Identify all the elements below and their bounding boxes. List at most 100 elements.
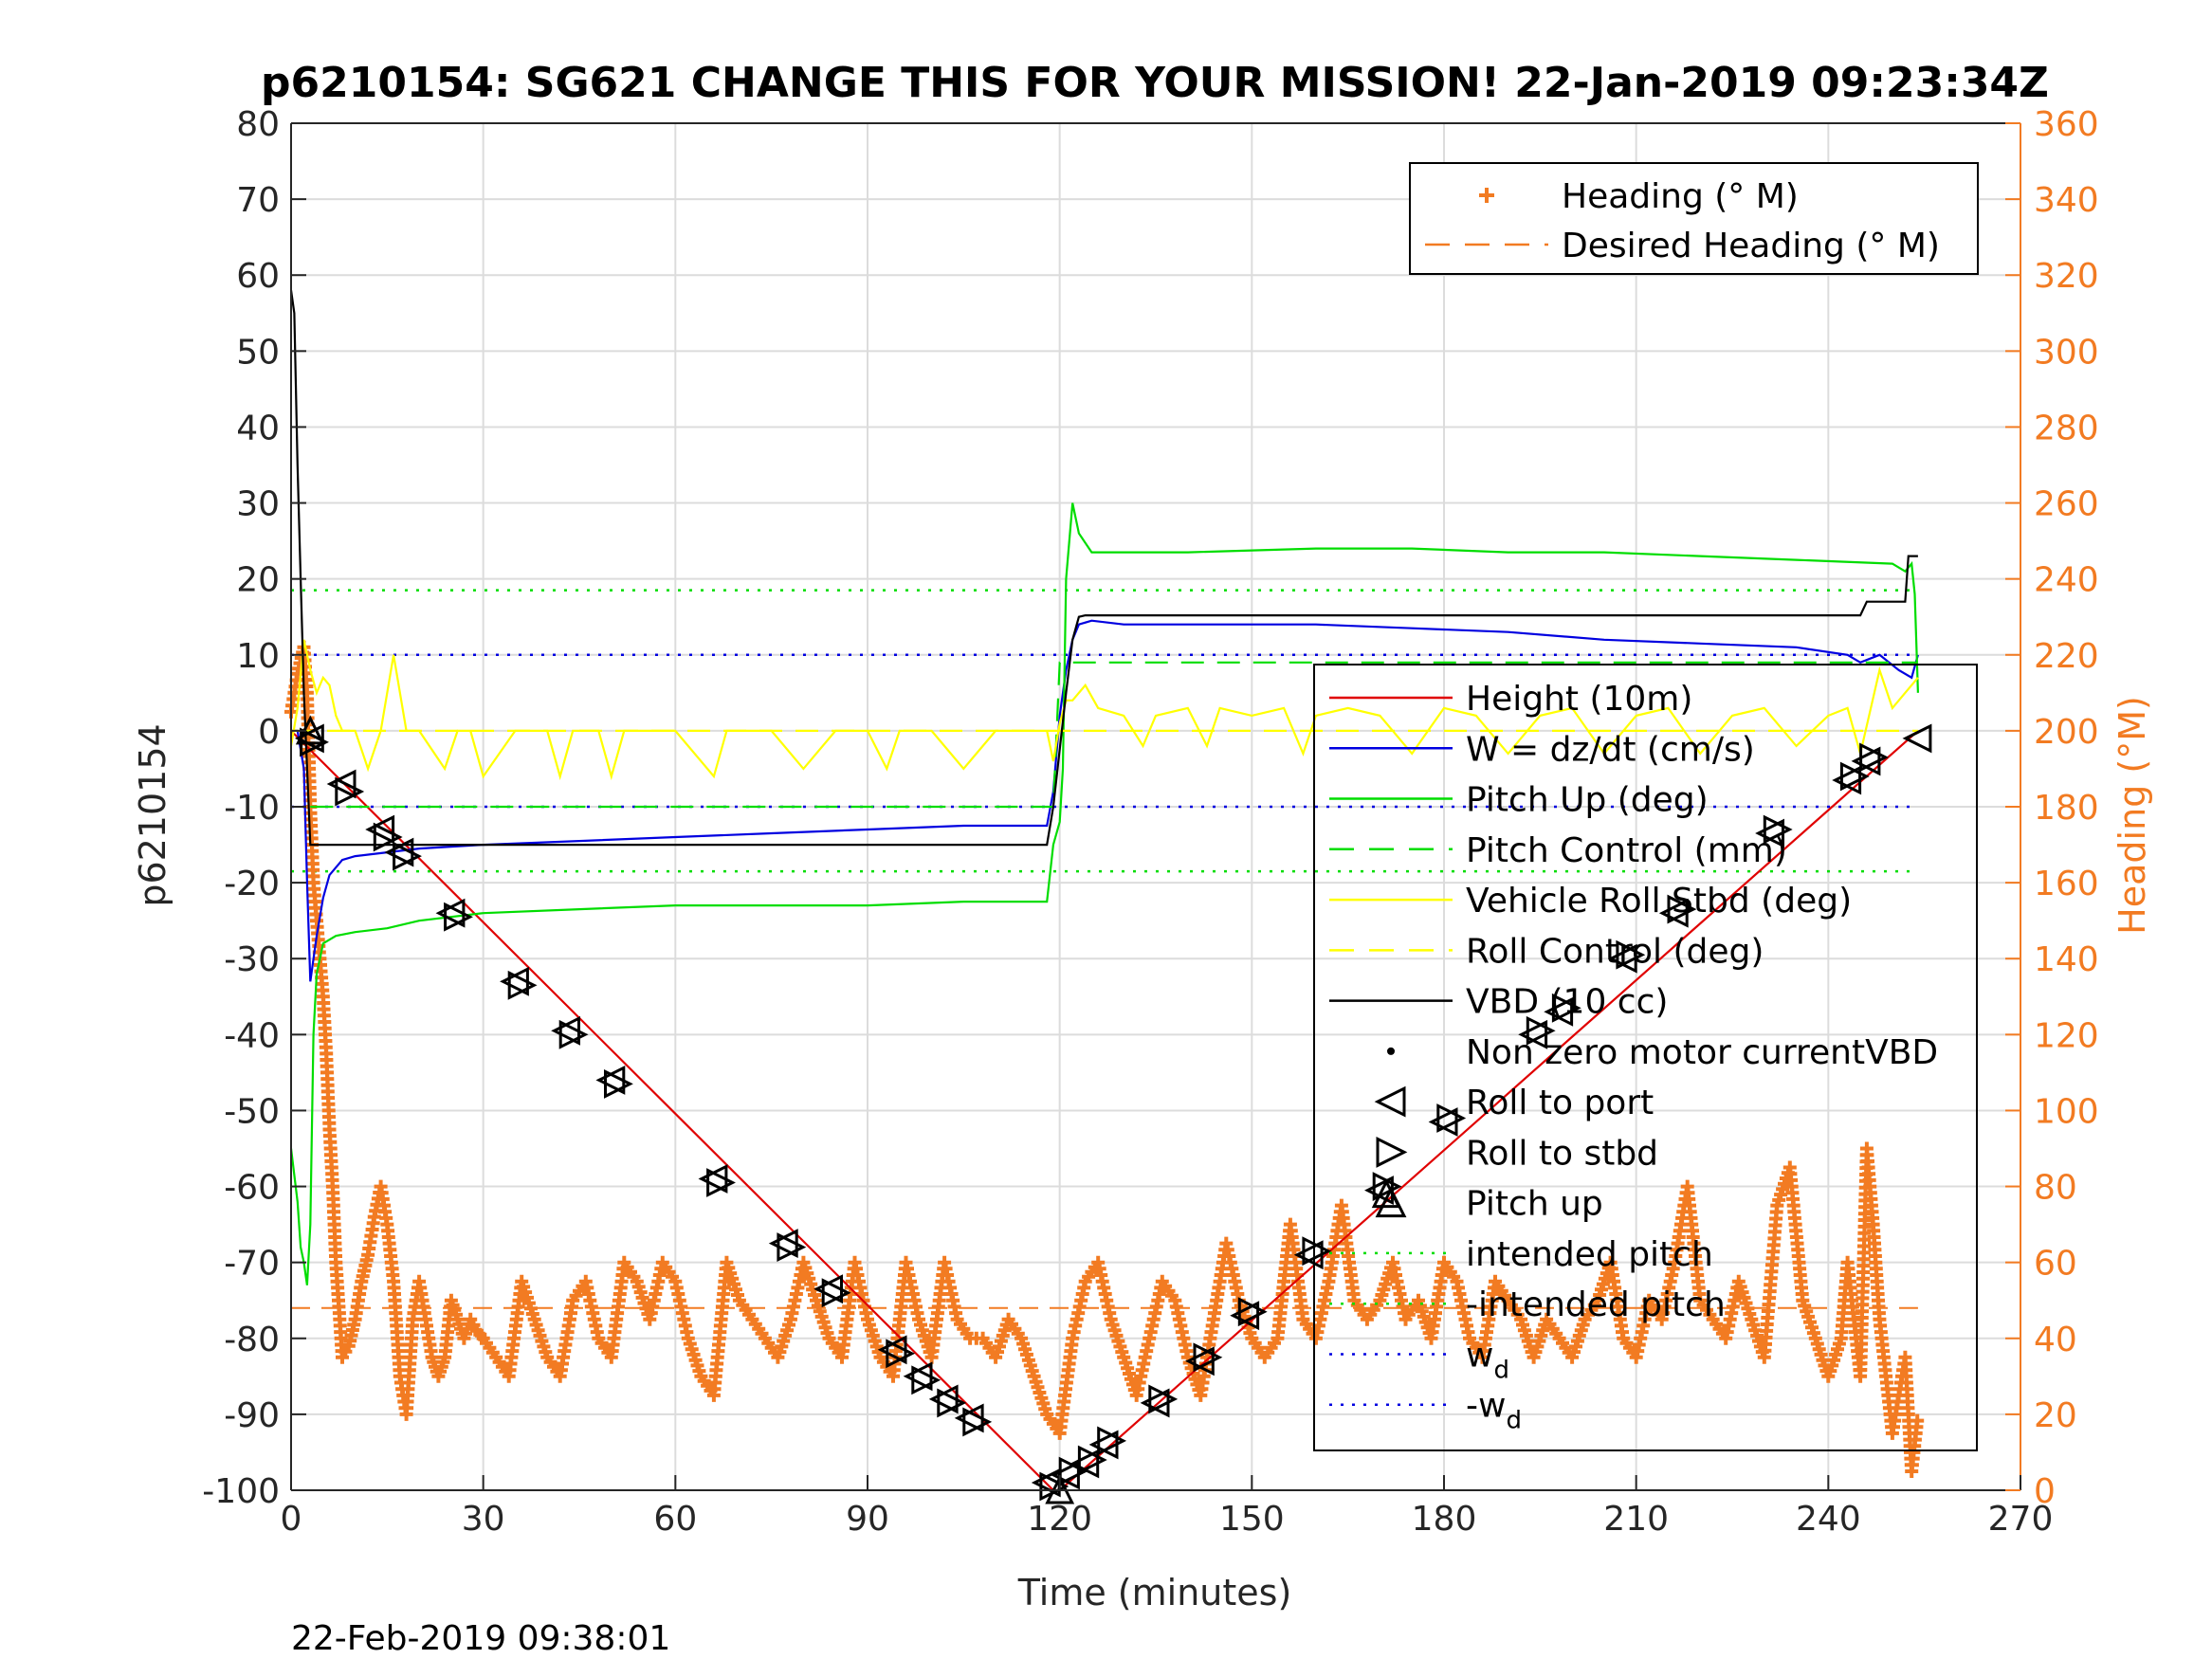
legend-sample — [1479, 188, 1494, 203]
roll-to-stbd-marker — [1148, 1384, 1179, 1414]
legend-main-label: W = dz/dt (cm/s) — [1466, 730, 1755, 769]
legend-sample — [1374, 1085, 1406, 1118]
roll-to-stbd-marker — [1763, 814, 1793, 845]
roll-to-port-marker — [1902, 723, 1932, 754]
roll-to-stbd-marker — [1077, 1445, 1107, 1475]
roll-to-port-marker — [365, 814, 395, 845]
y2-tick-label: 200 — [2034, 713, 2099, 752]
y2-tick-label: 120 — [2034, 1016, 2099, 1055]
roll-to-stbd-marker — [911, 1365, 941, 1395]
roll-to-stbd-marker — [373, 822, 403, 852]
legend-main-label: VBD (10 cc) — [1466, 983, 1668, 1022]
y-tick-label: 30 — [236, 485, 280, 524]
legend-main-label: Pitch Control (mm) — [1466, 831, 1787, 870]
y-axis-label: p6210154 — [132, 723, 174, 906]
y2-tick-label: 40 — [2034, 1321, 2077, 1359]
y2-tick-label: 360 — [2034, 105, 2099, 144]
x-tick-label: 60 — [653, 1500, 697, 1539]
timestamp-footer: 22-Feb-2019 09:38:01 — [291, 1619, 670, 1658]
roll-to-stbd-marker — [507, 970, 538, 1000]
legend-main-label: -intended pitch — [1466, 1285, 1726, 1324]
legend-sample — [1375, 1186, 1407, 1218]
y2-tick-label: 60 — [2034, 1245, 2077, 1284]
legend-main-box — [1313, 664, 1978, 1451]
legend-heading: Heading (° M) Desired Heading (° M) — [1409, 162, 1979, 275]
y2-tick-label: 300 — [2034, 333, 2099, 372]
roll-to-stbd-marker — [1436, 1103, 1467, 1133]
y2-tick-label: 160 — [2034, 865, 2099, 903]
roll-to-stbd-marker — [1551, 993, 1581, 1023]
roll-to-port-marker — [326, 769, 356, 799]
roll-to-stbd-marker — [706, 1168, 736, 1197]
roll-to-stbd-marker — [558, 1019, 589, 1049]
legend-main-label: Roll to stbd — [1466, 1134, 1658, 1173]
y-tick-label: -40 — [224, 1016, 280, 1055]
legend-main-label: Vehicle Roll Stbd (deg) — [1466, 882, 1852, 921]
roll-to-stbd-marker — [962, 1407, 993, 1437]
y2-tick-label: 280 — [2034, 409, 2099, 447]
roll-to-stbd-marker — [1193, 1342, 1223, 1373]
x-tick-label: 240 — [1796, 1500, 1861, 1539]
x-axis-label: Time (minutes) — [1017, 1572, 1292, 1613]
y-tick-label: 10 — [236, 637, 280, 676]
roll-markers — [294, 715, 1932, 1504]
legend-label-subscript: d — [1506, 1407, 1522, 1435]
roll-to-stbd-marker — [444, 902, 473, 932]
y2-tick-label: 100 — [2034, 1092, 2099, 1131]
y2-axis-label: Heading (°M) — [2111, 696, 2153, 935]
legend-main-label: Pitch Up (deg) — [1466, 781, 1709, 820]
y2-tick-label: 320 — [2034, 257, 2099, 296]
roll-to-stbd-marker — [1302, 1236, 1332, 1267]
roll-to-stbd-marker — [1058, 1456, 1088, 1486]
y-tick-label: 40 — [236, 409, 280, 447]
y-tick-label: -50 — [224, 1092, 280, 1131]
series-pitch-up-deg — [289, 502, 1919, 1285]
x-tick-label: 210 — [1603, 1500, 1669, 1539]
roll-to-stbd-marker — [886, 1339, 916, 1369]
x-tick-label: 0 — [281, 1500, 302, 1539]
y-tick-label: 80 — [236, 105, 280, 144]
x-tick-label: 150 — [1219, 1500, 1285, 1539]
legend-main-label: Roll Control (deg) — [1466, 932, 1764, 971]
legend-heading-label: Desired Heading (° M) — [1562, 227, 1940, 265]
y-tick-label: -20 — [224, 865, 280, 903]
legend-label-subscript: d — [1493, 1356, 1509, 1384]
legend-main-label: Roll to port — [1466, 1084, 1654, 1122]
y2-tick-label: 220 — [2034, 637, 2099, 676]
roll-to-stbd-marker — [777, 1232, 807, 1263]
y2-tick-label: 0 — [2034, 1472, 2056, 1511]
y-tick-label: 60 — [236, 257, 280, 296]
roll-to-stbd-marker — [1526, 1015, 1556, 1046]
y-tick-label: -60 — [224, 1169, 280, 1208]
y-tick-label: 70 — [236, 181, 280, 220]
x-tick-label: 30 — [462, 1500, 505, 1539]
roll-to-stbd-marker — [1237, 1297, 1268, 1327]
roll-to-stbd-marker — [937, 1388, 967, 1418]
y2-tick-label: 260 — [2034, 485, 2099, 524]
x-tick-label: 90 — [846, 1500, 889, 1539]
legend-main-label: Height (10m) — [1466, 680, 1692, 719]
x-tick-label: 270 — [1988, 1500, 2054, 1539]
y2-tick-label: 140 — [2034, 940, 2099, 979]
legend-main-label: intended pitch — [1466, 1235, 1713, 1274]
y-tick-label: -100 — [202, 1472, 280, 1511]
y-tick-label: -70 — [224, 1245, 280, 1284]
legend-main-label: Non zero motor currentVBD — [1466, 1033, 1938, 1072]
chart-title: p6210154: SG621 CHANGE THIS FOR YOUR MIS… — [261, 59, 2049, 107]
y2-tick-label: 340 — [2034, 181, 2099, 220]
y-tick-label: 0 — [258, 713, 280, 752]
series-pitch-control-mm — [310, 661, 1918, 809]
roll-to-stbd-marker — [393, 841, 422, 871]
y-tick-label: 20 — [236, 561, 280, 600]
y-tick-label: -90 — [224, 1396, 280, 1435]
x-tick-label: 120 — [1027, 1500, 1092, 1539]
y2-tick-label: 240 — [2034, 561, 2099, 600]
legend-main-label: Pitch up — [1466, 1185, 1603, 1224]
roll-to-stbd-marker — [821, 1278, 851, 1308]
y2-tick-label: 180 — [2034, 789, 2099, 828]
y-tick-label: 50 — [236, 333, 280, 372]
roll-to-stbd-marker — [1667, 894, 1697, 924]
roll-to-stbd-marker — [335, 776, 365, 807]
y-tick-label: -80 — [224, 1321, 280, 1359]
